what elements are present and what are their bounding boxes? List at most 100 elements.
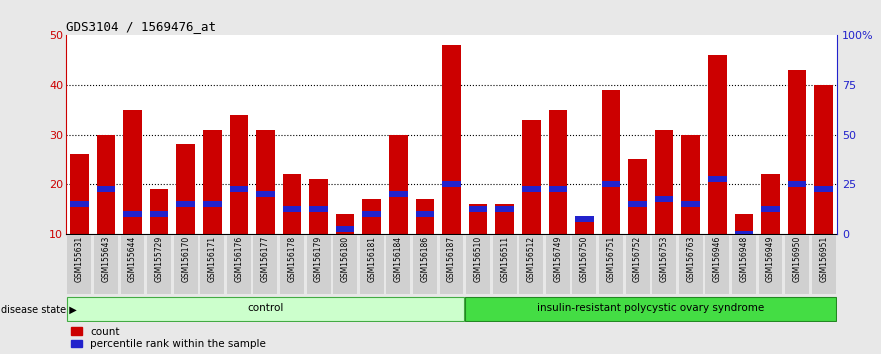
FancyBboxPatch shape [254,235,278,295]
Bar [70,154,89,234]
Bar [735,231,753,236]
FancyBboxPatch shape [546,235,570,295]
Bar [123,211,142,217]
FancyBboxPatch shape [626,235,649,295]
Bar [681,135,700,234]
Text: GSM155631: GSM155631 [75,236,84,282]
FancyBboxPatch shape [94,235,118,295]
Bar [522,120,541,234]
Bar [283,206,301,212]
Bar [602,90,620,234]
Bar [655,196,673,202]
Bar [708,55,727,234]
Bar [336,226,354,232]
Bar [575,219,594,234]
FancyBboxPatch shape [519,235,544,295]
Text: GSM156186: GSM156186 [420,236,429,282]
FancyBboxPatch shape [759,235,782,295]
Bar [814,186,833,192]
Text: GSM156512: GSM156512 [527,236,536,282]
Bar [628,201,647,207]
Bar [389,191,408,197]
Text: GSM156753: GSM156753 [660,236,669,282]
Text: GSM156750: GSM156750 [580,236,589,282]
Bar [416,211,434,217]
Text: insulin-resistant polycystic ovary syndrome: insulin-resistant polycystic ovary syndr… [537,303,765,313]
FancyBboxPatch shape [573,235,596,295]
Bar [761,174,780,234]
Bar [389,135,408,234]
Legend: count, percentile rank within the sample: count, percentile rank within the sample [71,327,266,349]
FancyBboxPatch shape [732,235,756,295]
Text: GSM156184: GSM156184 [394,236,403,282]
FancyBboxPatch shape [200,235,225,295]
Text: GSM156752: GSM156752 [633,236,642,282]
FancyBboxPatch shape [413,235,437,295]
Bar [309,179,328,234]
Bar [761,206,780,212]
FancyBboxPatch shape [811,235,835,295]
FancyBboxPatch shape [440,235,463,295]
Bar [495,204,514,234]
FancyBboxPatch shape [147,235,171,295]
Bar [442,45,461,234]
Text: GSM156180: GSM156180 [341,236,350,282]
FancyBboxPatch shape [121,235,144,295]
FancyBboxPatch shape [466,235,490,295]
Bar [681,201,700,207]
FancyBboxPatch shape [706,235,729,295]
Text: GSM156751: GSM156751 [606,236,616,282]
Text: GSM155729: GSM155729 [154,236,164,282]
Bar [309,206,328,212]
Bar [230,115,248,234]
Bar [469,204,487,234]
Bar [788,70,806,234]
FancyBboxPatch shape [68,235,92,295]
Bar [256,130,275,234]
Bar [362,211,381,217]
FancyBboxPatch shape [333,235,357,295]
Bar [97,186,115,192]
Text: control: control [248,303,284,313]
Text: GSM156179: GSM156179 [315,236,323,282]
Bar [549,186,567,192]
Bar [575,216,594,222]
Text: GSM155644: GSM155644 [128,236,137,282]
FancyBboxPatch shape [67,297,464,321]
Bar [495,206,514,212]
Bar [150,211,168,217]
Bar [735,214,753,234]
FancyBboxPatch shape [227,235,251,295]
Bar [416,199,434,234]
Text: GDS3104 / 1569476_at: GDS3104 / 1569476_at [66,20,216,33]
Text: GSM156511: GSM156511 [500,236,509,282]
Text: GSM156749: GSM156749 [553,236,562,282]
FancyBboxPatch shape [652,235,676,295]
Text: GSM156177: GSM156177 [261,236,270,282]
FancyBboxPatch shape [785,235,809,295]
Text: GSM156510: GSM156510 [474,236,483,282]
Bar [97,135,115,234]
Text: GSM156949: GSM156949 [766,236,775,282]
FancyBboxPatch shape [599,235,623,295]
Text: GSM155643: GSM155643 [101,236,110,282]
FancyBboxPatch shape [359,235,384,295]
Bar [602,181,620,187]
Bar [256,191,275,197]
Text: GSM156951: GSM156951 [819,236,828,282]
Text: GSM156946: GSM156946 [713,236,722,282]
Bar [522,186,541,192]
Bar [655,130,673,234]
Bar [628,159,647,234]
FancyBboxPatch shape [174,235,197,295]
FancyBboxPatch shape [492,235,516,295]
Text: GSM156171: GSM156171 [208,236,217,282]
Bar [203,201,222,207]
Bar [230,186,248,192]
Text: GSM156181: GSM156181 [367,236,376,282]
Bar [283,174,301,234]
Bar [788,181,806,187]
FancyBboxPatch shape [678,235,703,295]
Text: GSM156176: GSM156176 [234,236,243,282]
Text: disease state ▶: disease state ▶ [1,305,77,315]
